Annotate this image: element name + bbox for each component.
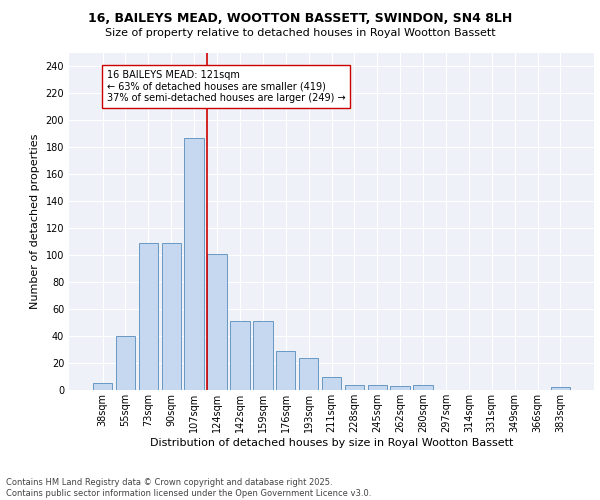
Bar bbox=[413, 384, 433, 390]
Text: Size of property relative to detached houses in Royal Wootton Bassett: Size of property relative to detached ho… bbox=[104, 28, 496, 38]
Bar bbox=[161, 243, 181, 390]
Bar bbox=[184, 138, 204, 390]
Bar bbox=[116, 336, 135, 390]
Bar bbox=[391, 386, 410, 390]
Bar bbox=[344, 384, 364, 390]
Bar bbox=[93, 383, 112, 390]
Y-axis label: Number of detached properties: Number of detached properties bbox=[30, 134, 40, 309]
Bar bbox=[208, 254, 227, 390]
Text: 16 BAILEYS MEAD: 121sqm
← 63% of detached houses are smaller (419)
37% of semi-d: 16 BAILEYS MEAD: 121sqm ← 63% of detache… bbox=[107, 70, 346, 103]
Text: Contains HM Land Registry data © Crown copyright and database right 2025.
Contai: Contains HM Land Registry data © Crown c… bbox=[6, 478, 371, 498]
Bar bbox=[230, 321, 250, 390]
Bar bbox=[139, 243, 158, 390]
Bar bbox=[276, 351, 295, 390]
Bar bbox=[368, 384, 387, 390]
Bar bbox=[299, 358, 319, 390]
Bar bbox=[322, 376, 341, 390]
Bar bbox=[551, 388, 570, 390]
Bar bbox=[253, 321, 272, 390]
X-axis label: Distribution of detached houses by size in Royal Wootton Bassett: Distribution of detached houses by size … bbox=[150, 438, 513, 448]
Text: 16, BAILEYS MEAD, WOOTTON BASSETT, SWINDON, SN4 8LH: 16, BAILEYS MEAD, WOOTTON BASSETT, SWIND… bbox=[88, 12, 512, 26]
